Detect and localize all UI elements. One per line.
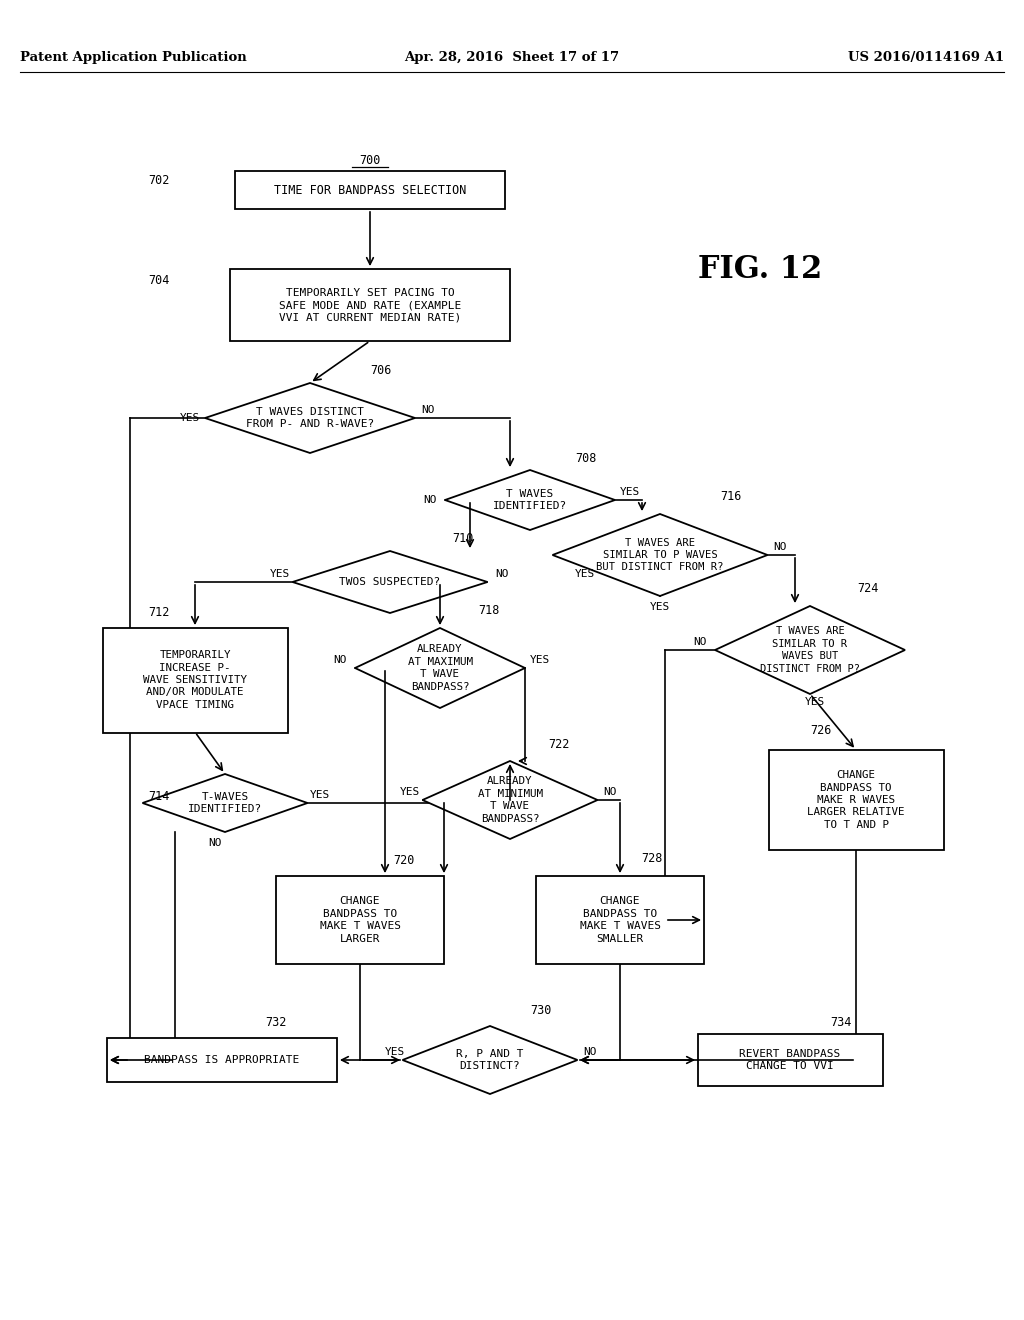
Text: NO: NO <box>773 543 786 552</box>
Text: 728: 728 <box>641 851 663 865</box>
Text: TEMPORARILY
INCREASE P-
WAVE SENSITIVITY
AND/OR MODULATE
VPACE TIMING: TEMPORARILY INCREASE P- WAVE SENSITIVITY… <box>143 651 247 710</box>
Text: 720: 720 <box>393 854 415 866</box>
Polygon shape <box>293 550 487 612</box>
Text: T-WAVES
IDENTIFIED?: T-WAVES IDENTIFIED? <box>187 792 262 814</box>
Text: REVERT BANDPASS
CHANGE TO VVI: REVERT BANDPASS CHANGE TO VVI <box>739 1049 841 1072</box>
Text: 706: 706 <box>370 363 391 376</box>
Text: R, P AND T
DISTINCT?: R, P AND T DISTINCT? <box>457 1049 523 1072</box>
Text: 734: 734 <box>830 1015 851 1028</box>
Text: YES: YES <box>180 413 200 422</box>
Text: NO: NO <box>208 838 222 847</box>
Text: YES: YES <box>574 569 595 579</box>
Text: T WAVES DISTINCT
FROM P- AND R-WAVE?: T WAVES DISTINCT FROM P- AND R-WAVE? <box>246 407 374 429</box>
Text: TWOS SUSPECTED?: TWOS SUSPECTED? <box>339 577 440 587</box>
Text: 712: 712 <box>148 606 169 619</box>
Bar <box>234 172 505 209</box>
Text: CHANGE
BANDPASS TO
MAKE T WAVES
SMALLER: CHANGE BANDPASS TO MAKE T WAVES SMALLER <box>580 896 660 944</box>
Text: 724: 724 <box>857 582 879 594</box>
Text: ALREADY
AT MAXIMUM
T WAVE
BANDPASS?: ALREADY AT MAXIMUM T WAVE BANDPASS? <box>408 644 472 692</box>
Text: 726: 726 <box>810 723 831 737</box>
Bar <box>768 750 943 850</box>
Polygon shape <box>402 1026 578 1094</box>
Text: YES: YES <box>400 787 420 797</box>
Text: NO: NO <box>496 569 509 579</box>
Bar <box>536 876 705 964</box>
Text: NO: NO <box>603 787 616 797</box>
Text: YES: YES <box>385 1047 406 1057</box>
Text: NO: NO <box>693 638 707 647</box>
Text: 708: 708 <box>575 451 596 465</box>
Bar <box>697 1034 883 1086</box>
Text: T WAVES ARE
SIMILAR TO P WAVES
BUT DISTINCT FROM R?: T WAVES ARE SIMILAR TO P WAVES BUT DISTI… <box>596 537 724 573</box>
Text: 702: 702 <box>148 173 169 186</box>
Text: 710: 710 <box>452 532 473 544</box>
Polygon shape <box>553 513 768 597</box>
Bar <box>102 627 288 733</box>
Polygon shape <box>355 628 525 708</box>
Text: NO: NO <box>584 1047 597 1057</box>
Text: T WAVES ARE
SIMILAR TO R
WAVES BUT
DISTINCT FROM P?: T WAVES ARE SIMILAR TO R WAVES BUT DISTI… <box>760 627 860 673</box>
Text: YES: YES <box>270 569 290 579</box>
Polygon shape <box>445 470 615 531</box>
Bar <box>230 269 510 341</box>
Polygon shape <box>205 383 415 453</box>
Bar <box>106 1038 337 1082</box>
Text: 714: 714 <box>148 791 169 804</box>
Text: Apr. 28, 2016  Sheet 17 of 17: Apr. 28, 2016 Sheet 17 of 17 <box>404 51 620 65</box>
Text: 732: 732 <box>265 1015 287 1028</box>
Text: YES: YES <box>529 655 550 665</box>
Text: NO: NO <box>423 495 437 506</box>
Text: 722: 722 <box>548 738 569 751</box>
Text: BANDPASS IS APPROPRIATE: BANDPASS IS APPROPRIATE <box>144 1055 300 1065</box>
Text: TIME FOR BANDPASS SELECTION: TIME FOR BANDPASS SELECTION <box>273 183 466 197</box>
Text: CHANGE
BANDPASS TO
MAKE T WAVES
LARGER: CHANGE BANDPASS TO MAKE T WAVES LARGER <box>319 896 400 944</box>
Text: YES: YES <box>620 487 640 498</box>
Text: 716: 716 <box>720 491 741 503</box>
Text: 730: 730 <box>530 1003 551 1016</box>
Text: CHANGE
BANDPASS TO
MAKE R WAVES
LARGER RELATIVE
TO T AND P: CHANGE BANDPASS TO MAKE R WAVES LARGER R… <box>807 770 905 830</box>
Text: YES: YES <box>650 602 670 612</box>
Text: ALREADY
AT MINIMUM
T WAVE
BANDPASS?: ALREADY AT MINIMUM T WAVE BANDPASS? <box>477 776 543 824</box>
Polygon shape <box>423 762 597 840</box>
Text: US 2016/0114169 A1: US 2016/0114169 A1 <box>848 51 1004 65</box>
Polygon shape <box>715 606 905 694</box>
Text: YES: YES <box>310 789 330 800</box>
Text: 700: 700 <box>359 153 381 166</box>
Text: NO: NO <box>421 405 435 414</box>
Text: T WAVES
IDENTIFIED?: T WAVES IDENTIFIED? <box>493 488 567 511</box>
Text: FIG. 12: FIG. 12 <box>698 255 822 285</box>
Text: YES: YES <box>805 697 825 708</box>
Polygon shape <box>142 774 307 832</box>
Text: NO: NO <box>333 655 347 665</box>
Text: TEMPORARILY SET PACING TO
SAFE MODE AND RATE (EXAMPLE
VVI AT CURRENT MEDIAN RATE: TEMPORARILY SET PACING TO SAFE MODE AND … <box>279 288 461 322</box>
Bar <box>276 876 444 964</box>
Text: Patent Application Publication: Patent Application Publication <box>20 51 247 65</box>
Text: 704: 704 <box>148 273 169 286</box>
Text: 718: 718 <box>478 603 500 616</box>
